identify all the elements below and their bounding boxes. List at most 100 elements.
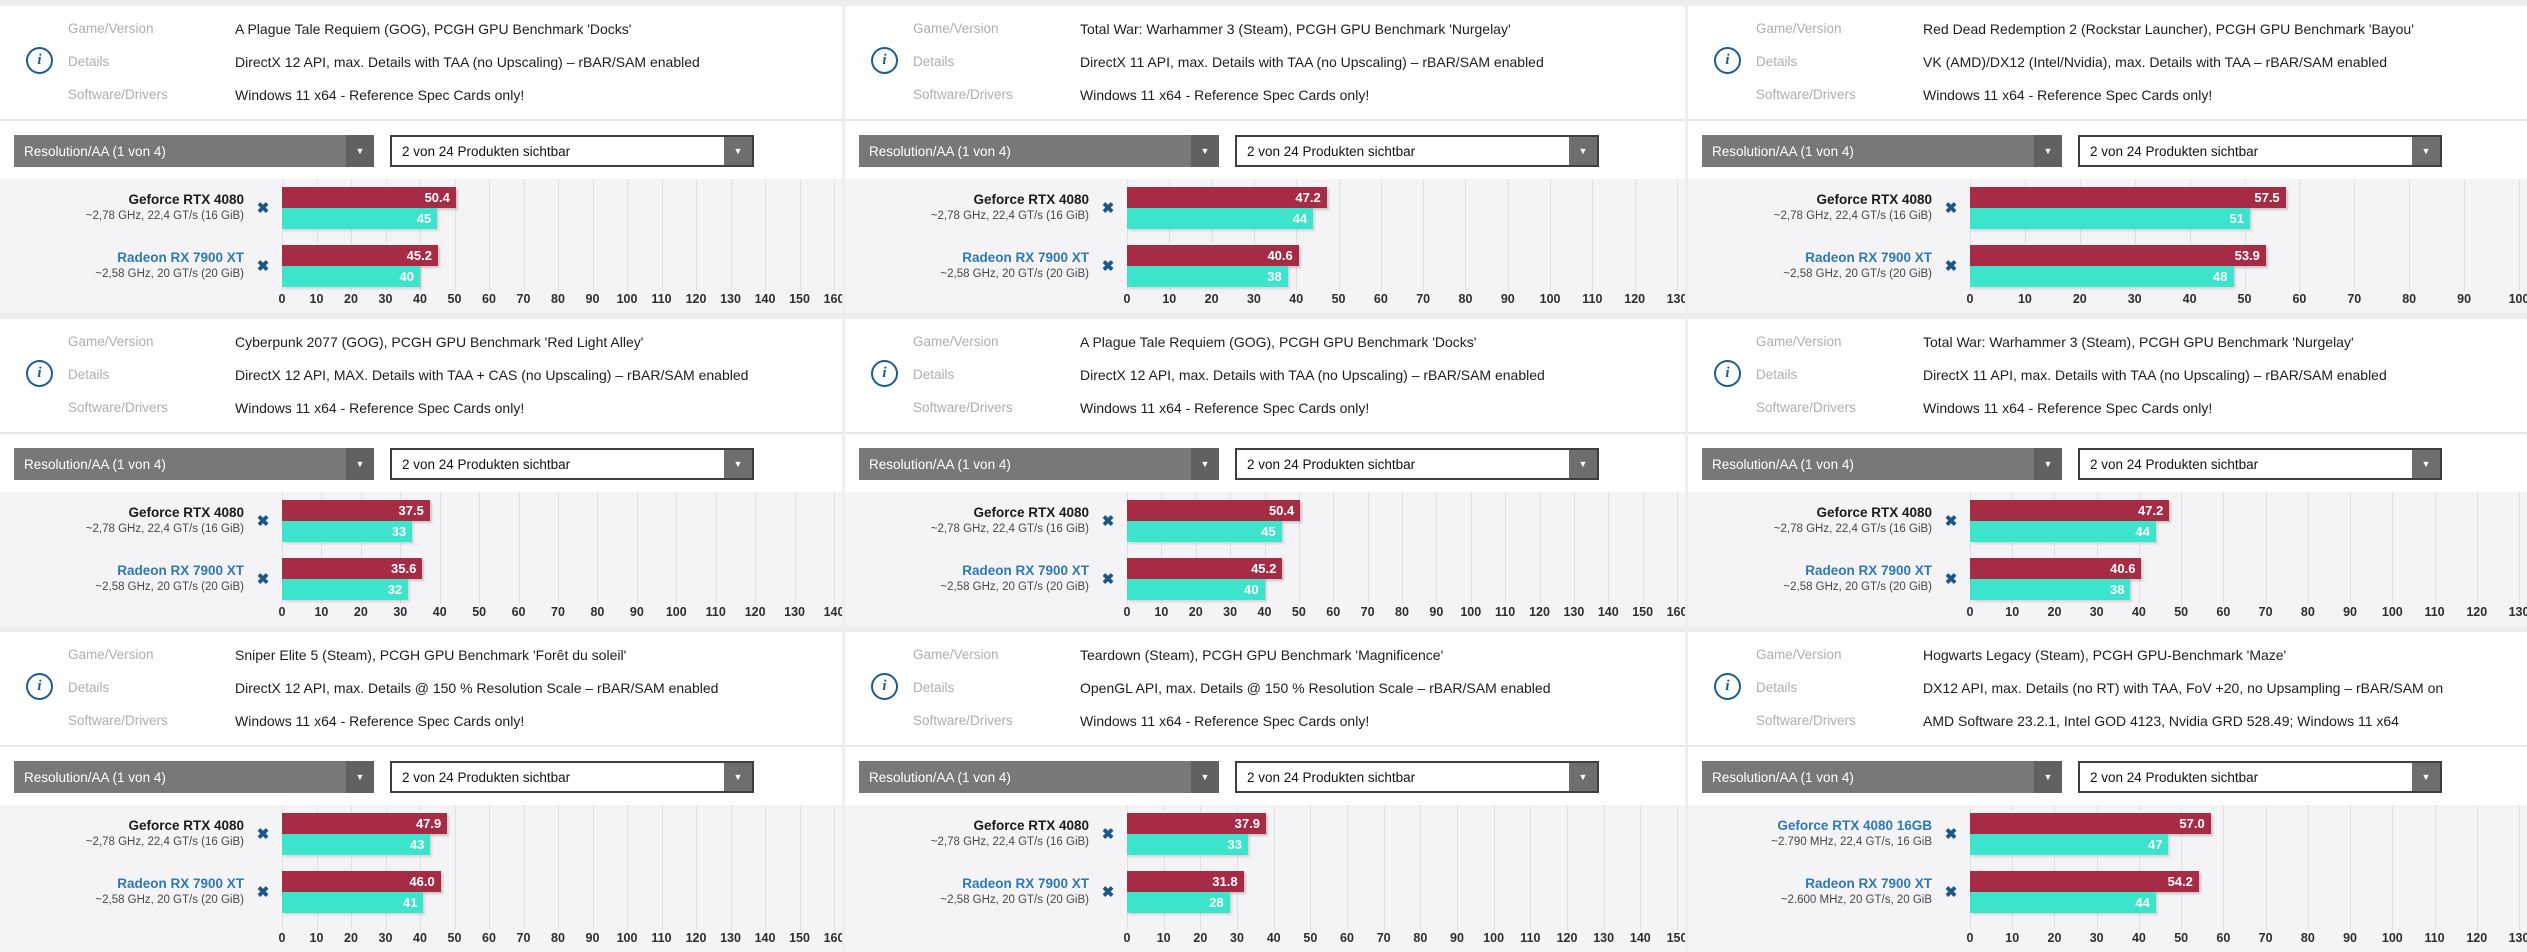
axis-tick-label: 160 [823, 292, 842, 306]
gpu-row: Geforce RTX 4080 ~2,78 GHz, 22,4 GT/s (1… [845, 187, 1685, 229]
chevron-down-icon: ▼ [2412, 450, 2440, 478]
gpu-spec: ~2,58 GHz, 20 GT/s (20 GiB) [1783, 581, 1932, 594]
gpu-name[interactable]: Radeon RX 7900 XT [1805, 876, 1932, 892]
chart-axis: 0 10 20 30 40 50 60 70 80 90 100 110 120 130 [1967, 605, 2527, 623]
gridline [1573, 492, 1575, 604]
gridline [834, 179, 835, 291]
remove-gpu-button[interactable]: ✖ [1101, 513, 1115, 530]
products-dropdown[interactable]: 2 von 24 Produkten sichtbar ▼ [2078, 135, 2442, 167]
benchmark-info-section: i Game/Version Sniper Elite 5 (Steam), P… [0, 632, 842, 737]
divider [845, 745, 1685, 747]
resolution-dropdown[interactable]: Resolution/AA (1 von 4) ▼ [1702, 448, 2062, 480]
gpu-row: Radeon RX 7900 XT ~2,58 GHz, 20 GT/s (20… [0, 245, 842, 287]
products-dropdown[interactable]: 2 von 24 Produkten sichtbar ▼ [1235, 761, 1599, 793]
resolution-dropdown[interactable]: Resolution/AA (1 von 4) ▼ [859, 135, 1219, 167]
avg-fps-bar: 57.0 [1970, 813, 2211, 834]
remove-gpu-button[interactable]: ✖ [1101, 258, 1115, 275]
resolution-dropdown-label: Resolution/AA (1 von 4) [24, 143, 166, 159]
resolution-dropdown[interactable]: Resolution/AA (1 von 4) ▼ [1702, 135, 2062, 167]
axis-tick-label: 110 [1495, 605, 1516, 619]
resolution-dropdown[interactable]: Resolution/AA (1 von 4) ▼ [14, 448, 374, 480]
resolution-dropdown[interactable]: Resolution/AA (1 von 4) ▼ [859, 448, 1219, 480]
chart-controls: Resolution/AA (1 von 4) ▼ 2 von 24 Produ… [0, 434, 842, 480]
remove-gpu-button[interactable]: ✖ [1101, 571, 1115, 588]
axis-tick-label: 160 [823, 931, 842, 945]
axis-tick-label: 60 [482, 292, 496, 306]
bar-area: 31.8 28 [1127, 871, 1677, 913]
remove-gpu-button[interactable]: ✖ [1944, 258, 1958, 275]
axis-tick-label: 110 [1520, 931, 1541, 945]
gpu-name[interactable]: Radeon RX 7900 XT [962, 563, 1089, 579]
remove-gpu-button[interactable]: ✖ [1944, 200, 1958, 217]
remove-gpu-button[interactable]: ✖ [1944, 826, 1958, 843]
remove-gpu-button[interactable]: ✖ [256, 258, 270, 275]
remove-gpu-button[interactable]: ✖ [1944, 571, 1958, 588]
gridline [1333, 492, 1335, 604]
resolution-dropdown[interactable]: Resolution/AA (1 von 4) ▼ [14, 135, 374, 167]
gpu-spec: ~2,78 GHz, 22,4 GT/s (16 GiB) [85, 523, 244, 536]
gpu-name[interactable]: Radeon RX 7900 XT [962, 250, 1089, 266]
remove-gpu-button[interactable]: ✖ [1101, 884, 1115, 901]
gridline [661, 179, 663, 291]
gpu-name: Geforce RTX 4080 [973, 818, 1089, 834]
remove-gpu-button[interactable]: ✖ [256, 513, 270, 530]
axis-tick-label: 10 [2017, 292, 2032, 306]
gridline [592, 805, 594, 930]
resolution-dropdown-label: Resolution/AA (1 von 4) [24, 769, 166, 785]
remove-gpu-button[interactable]: ✖ [256, 200, 270, 217]
gridline [765, 805, 766, 930]
bar-area: 45.2 40 [282, 245, 834, 287]
products-dropdown[interactable]: 2 von 24 Produkten sichtbar ▼ [390, 135, 754, 167]
details-value: DirectX 11 API, max. Details with TAA (n… [1080, 53, 1544, 70]
gpu-name[interactable]: Geforce RTX 4080 16GB [1777, 818, 1932, 834]
axis-tick-label: 130 [720, 931, 741, 945]
remove-gpu-button[interactable]: ✖ [1944, 884, 1958, 901]
gpu-name[interactable]: Radeon RX 7900 XT [117, 250, 244, 266]
gridline [2434, 492, 2436, 604]
remove-gpu-button[interactable]: ✖ [1101, 826, 1115, 843]
avg-fps-value: 37.9 [1234, 816, 1260, 831]
products-dropdown[interactable]: 2 von 24 Produkten sichtbar ▼ [390, 761, 754, 793]
resolution-dropdown[interactable]: Resolution/AA (1 von 4) ▼ [859, 761, 1219, 793]
products-dropdown[interactable]: 2 von 24 Produkten sichtbar ▼ [2078, 448, 2442, 480]
chart-gridlines [1970, 492, 2520, 604]
chart-gridlines [282, 179, 835, 291]
remove-gpu-button[interactable]: ✖ [1101, 200, 1115, 217]
gridline [799, 805, 801, 930]
axis-tick-label: 90 [2457, 292, 2472, 306]
products-dropdown[interactable]: 2 von 24 Produkten sichtbar ▼ [1235, 135, 1599, 167]
gpu-name[interactable]: Radeon RX 7900 XT [962, 876, 1089, 892]
gpu-label: Geforce RTX 4080 ~2,78 GHz, 22,4 GT/s (1… [0, 192, 244, 223]
remove-gpu-button[interactable]: ✖ [1944, 513, 1958, 530]
gridline [282, 805, 283, 930]
axis-tick-label: 40 [2131, 605, 2146, 619]
gridline [321, 492, 323, 604]
info-row-drivers: Software/Drivers Windows 11 x64 - Refere… [68, 704, 832, 737]
bar-area: 47.9 43 [282, 813, 834, 855]
gpu-name[interactable]: Radeon RX 7900 XT [117, 563, 244, 579]
gpu-name[interactable]: Radeon RX 7900 XT [1805, 250, 1932, 266]
products-dropdown[interactable]: 2 von 24 Produkten sichtbar ▼ [390, 448, 754, 480]
p1-fps-value: 38 [1267, 269, 1282, 284]
remove-gpu-button[interactable]: ✖ [256, 826, 270, 843]
bar-area: 37.9 33 [1127, 813, 1677, 855]
products-dropdown[interactable]: 2 von 24 Produkten sichtbar ▼ [2078, 761, 2442, 793]
axis-tick-label: 120 [2466, 605, 2488, 619]
gpu-name[interactable]: Radeon RX 7900 XT [1805, 563, 1932, 579]
products-dropdown[interactable]: 2 von 24 Produkten sichtbar ▼ [1235, 448, 1599, 480]
gpu-spec: ~2,78 GHz, 22,4 GT/s (16 GiB) [85, 210, 244, 223]
gpu-label: Radeon RX 7900 XT ~2,58 GHz, 20 GT/s (20… [0, 563, 244, 594]
axis-tick-label: 40 [1266, 931, 1281, 945]
gridline [2181, 805, 2183, 930]
gpu-name[interactable]: Radeon RX 7900 XT [117, 876, 244, 892]
remove-gpu-button[interactable]: ✖ [256, 571, 270, 588]
resolution-dropdown[interactable]: Resolution/AA (1 von 4) ▼ [1702, 761, 2062, 793]
gridline [1436, 492, 1438, 604]
remove-gpu-button[interactable]: ✖ [256, 884, 270, 901]
axis-tick-label: 150 [789, 292, 810, 306]
axis-tick-label: 10 [2005, 931, 2020, 945]
gridline [2265, 805, 2267, 930]
axis-tick-label: 150 [1666, 931, 1685, 945]
gridline [730, 179, 732, 291]
resolution-dropdown[interactable]: Resolution/AA (1 von 4) ▼ [14, 761, 374, 793]
